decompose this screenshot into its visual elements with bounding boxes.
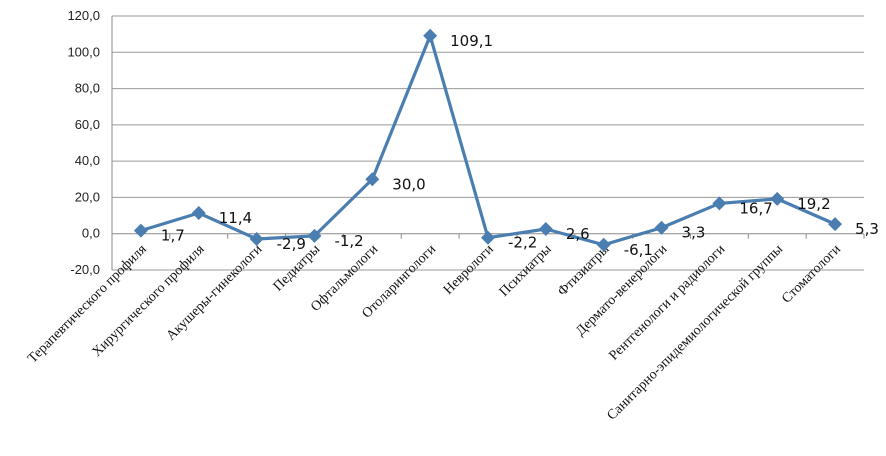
y-tick-label: 0,0 — [82, 226, 100, 241]
y-tick-label: 80,0 — [75, 81, 100, 96]
y-tick-label: 60,0 — [75, 117, 100, 132]
data-point-marker — [249, 231, 264, 246]
data-point-marker — [828, 217, 843, 232]
data-point-marker — [596, 237, 611, 252]
data-label: 109,1 — [450, 32, 493, 50]
x-tick-label: Стоматологи — [779, 242, 844, 307]
data-label: -6,1 — [624, 241, 653, 259]
y-tick-label: 100,0 — [67, 44, 100, 59]
data-point-marker — [712, 196, 727, 211]
data-point-marker — [538, 221, 553, 236]
data-point-marker — [770, 191, 785, 206]
data-point-marker — [365, 172, 380, 187]
data-label: -2,9 — [277, 235, 306, 253]
y-tick-label: -20,0 — [70, 262, 100, 277]
data-label: -1,2 — [334, 232, 363, 250]
x-tick-label: Рентгенологи и радиологи — [607, 242, 729, 364]
data-labels: 1,7 11,4 -2,9 -1,2 30,0 109,1 -2,2 2,6 -6,1 3,3 16… — [161, 32, 879, 259]
data-label: -2,2 — [508, 234, 537, 252]
data-label: 5,3 — [855, 220, 879, 238]
y-tick-label: 40,0 — [75, 153, 100, 168]
gridlines — [111, 15, 865, 271]
data-point-marker — [307, 228, 322, 243]
y-tick-label: 120,0 — [67, 8, 100, 23]
data-label: 19,2 — [797, 195, 830, 213]
data-point-marker — [481, 230, 495, 245]
x-tick-label: Хирургического профиля — [90, 242, 208, 360]
data-label: 1,7 — [161, 227, 185, 245]
data-label: 3,3 — [682, 224, 706, 242]
y-tick-label: 20,0 — [75, 189, 100, 204]
data-point-marker — [191, 206, 206, 221]
data-label: 11,4 — [219, 209, 252, 227]
y-axis-tick-labels: -20,0 0,0 20,0 40,0 60,0 80,0 100,0 120,0 — [67, 8, 100, 277]
series — [133, 28, 843, 252]
data-label: 16,7 — [739, 199, 772, 217]
data-label: 30,0 — [392, 175, 425, 193]
x-tick-label: Терапевтического профиля — [25, 242, 150, 367]
data-point-marker — [654, 220, 669, 235]
x-tick-label: Акушеры-гинекологи — [164, 242, 266, 344]
data-point-marker — [133, 223, 148, 238]
data-label: 2,6 — [566, 225, 590, 243]
data-point-marker — [423, 28, 438, 43]
